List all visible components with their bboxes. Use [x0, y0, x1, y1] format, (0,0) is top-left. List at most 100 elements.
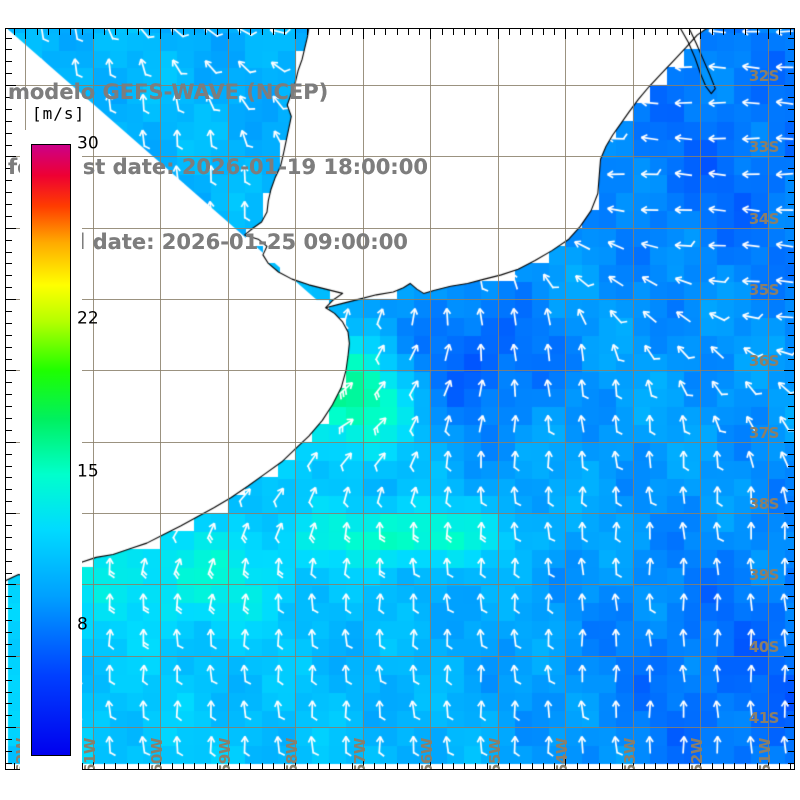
colorbar-tick-22: 22	[77, 308, 99, 329]
tick-minor-lon	[610, 763, 611, 770]
tick-minor-lat	[788, 73, 795, 74]
tick-left-lat-38S	[5, 513, 16, 514]
tick-lat-41S	[784, 727, 795, 728]
latitude-label-37S: 37S	[748, 424, 780, 442]
tick-top-lon-58W	[295, 28, 296, 39]
tick-minor-lat-left	[5, 204, 12, 205]
tick-minor-lat	[788, 692, 795, 693]
tick-minor-lon	[183, 763, 184, 770]
tick-minor-lat	[788, 240, 795, 241]
tick-minor-lon	[599, 763, 600, 770]
tick-minor-lat	[788, 382, 795, 383]
tick-minor-lon-top	[172, 28, 173, 35]
tick-minor-lat	[788, 644, 795, 645]
longitude-label-56W: 56W	[418, 738, 436, 770]
gridline-lat-33S	[5, 156, 795, 157]
colorbar: [m/s] 30 22 15 8	[20, 104, 99, 770]
tick-minor-lat-left	[5, 192, 12, 193]
tick-minor-lat-left	[5, 97, 12, 98]
tick-lon-60W	[160, 759, 161, 770]
tick-minor-lat	[788, 121, 795, 122]
tick-minor-lat-left	[5, 168, 12, 169]
tick-minor-lat	[788, 335, 795, 336]
tick-minor-lon	[745, 763, 746, 770]
tick-minor-lat-left	[5, 109, 12, 110]
tick-lat-35S	[784, 299, 795, 300]
tick-lon-55W	[498, 759, 499, 770]
tick-minor-lon-top	[115, 28, 116, 35]
tick-minor-lat	[788, 763, 795, 764]
tick-minor-lon-top	[667, 28, 668, 35]
tick-lon-54W	[565, 759, 566, 770]
tick-minor-lat-left	[5, 73, 12, 74]
tick-left-lat-36S	[5, 370, 16, 371]
tick-minor-lon-top	[487, 28, 488, 35]
tick-minor-lon-top	[599, 28, 600, 35]
tick-minor-lat	[788, 252, 795, 253]
tick-minor-lon	[149, 763, 150, 770]
tick-minor-lat-left	[5, 561, 12, 562]
gridline-lat-40S	[5, 656, 795, 657]
tick-minor-lon	[104, 763, 105, 770]
latitude-label-34S: 34S	[748, 210, 780, 228]
tick-lat-39S	[784, 584, 795, 585]
tick-minor-lat	[788, 668, 795, 669]
tick-minor-lon-top	[149, 28, 150, 35]
tick-minor-lat	[788, 38, 795, 39]
gridline-lon-56W	[430, 28, 431, 770]
tick-minor-lat-left	[5, 347, 12, 348]
tick-minor-lon	[408, 763, 409, 770]
tick-minor-lat	[788, 359, 795, 360]
gridline-lat-32S	[5, 85, 795, 86]
tick-top-lon-62W	[25, 28, 26, 39]
tick-minor-lon-top	[37, 28, 38, 35]
gridline-lon-58W	[295, 28, 296, 770]
tick-top-lon-59W	[228, 28, 229, 39]
tick-minor-lon	[14, 763, 15, 770]
tick-minor-lat	[788, 204, 795, 205]
latitude-label-40S: 40S	[748, 638, 780, 656]
longitude-label-57W: 57W	[351, 738, 369, 770]
tick-top-lon-55W	[498, 28, 499, 39]
tick-minor-lat-left	[5, 394, 12, 395]
tick-minor-lat-left	[5, 739, 12, 740]
tick-minor-lat	[788, 180, 795, 181]
tick-lat-36S	[784, 370, 795, 371]
tick-minor-lat	[788, 406, 795, 407]
tick-minor-lat	[788, 109, 795, 110]
tick-minor-lat-left	[5, 525, 12, 526]
tick-minor-lat-left	[5, 121, 12, 122]
tick-minor-lat-left	[5, 133, 12, 134]
tick-left-lat-35S	[5, 299, 16, 300]
tick-minor-lon	[734, 763, 735, 770]
tick-minor-lon	[577, 763, 578, 770]
tick-minor-lat-left	[5, 430, 12, 431]
tick-minor-lon	[779, 763, 780, 770]
tick-minor-lon	[790, 763, 791, 770]
tick-minor-lat-left	[5, 608, 12, 609]
tick-minor-lat-left	[5, 537, 12, 538]
tick-minor-lon	[588, 763, 589, 770]
tick-minor-lat-left	[5, 668, 12, 669]
tick-minor-lat-left	[5, 703, 12, 704]
tick-left-lat-37S	[5, 442, 16, 443]
tick-lat-40S	[784, 656, 795, 657]
tick-minor-lon-top	[655, 28, 656, 35]
map-plot-area[interactable]: 62W61W60W59W58W57W56W55W54W53W52W51W 32S…	[5, 28, 795, 770]
tick-minor-lat-left	[5, 466, 12, 467]
tick-minor-lat-left	[5, 287, 12, 288]
tick-lon-59W	[228, 759, 229, 770]
tick-minor-lon	[689, 763, 690, 770]
gridline-lat-34S	[5, 228, 795, 229]
tick-lon-51W	[768, 759, 769, 770]
tick-lon-57W	[363, 759, 364, 770]
tick-minor-lon	[442, 763, 443, 770]
tick-minor-lon	[509, 763, 510, 770]
tick-minor-lon-top	[475, 28, 476, 35]
tick-minor-lon-top	[194, 28, 195, 35]
tick-minor-lat	[788, 632, 795, 633]
tick-minor-lon-top	[408, 28, 409, 35]
tick-minor-lon	[655, 763, 656, 770]
tick-lat-33S	[784, 156, 795, 157]
tick-minor-lon	[723, 763, 724, 770]
